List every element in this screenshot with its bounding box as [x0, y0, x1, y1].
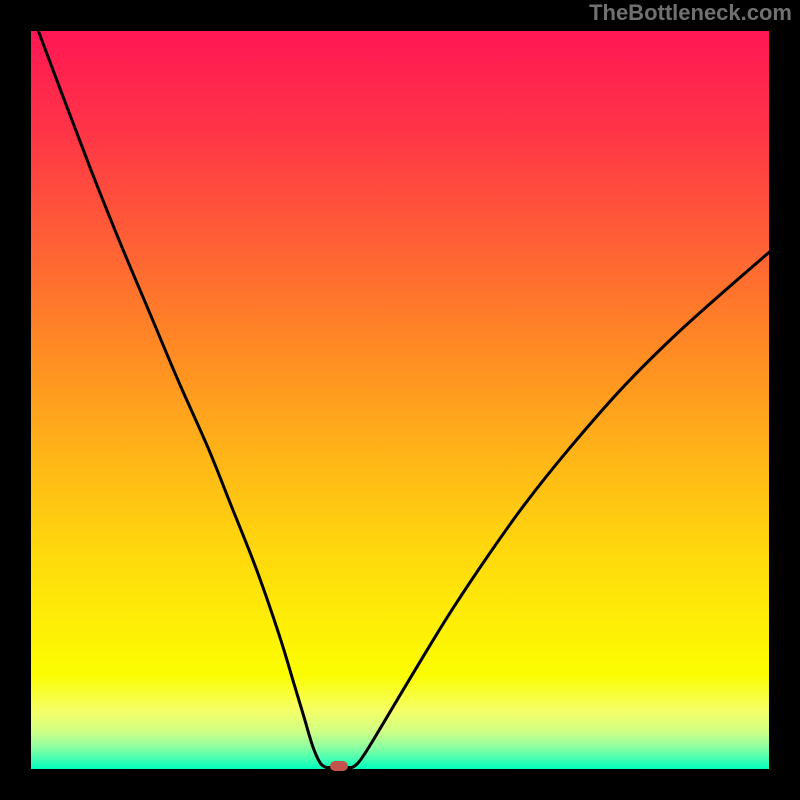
plot-area	[31, 31, 769, 769]
current-marker	[330, 761, 348, 771]
bottleneck-curve	[38, 31, 769, 768]
curve-svg	[31, 31, 769, 769]
watermark-text: TheBottleneck.com	[589, 0, 792, 26]
chart-container: TheBottleneck.com	[0, 0, 800, 800]
